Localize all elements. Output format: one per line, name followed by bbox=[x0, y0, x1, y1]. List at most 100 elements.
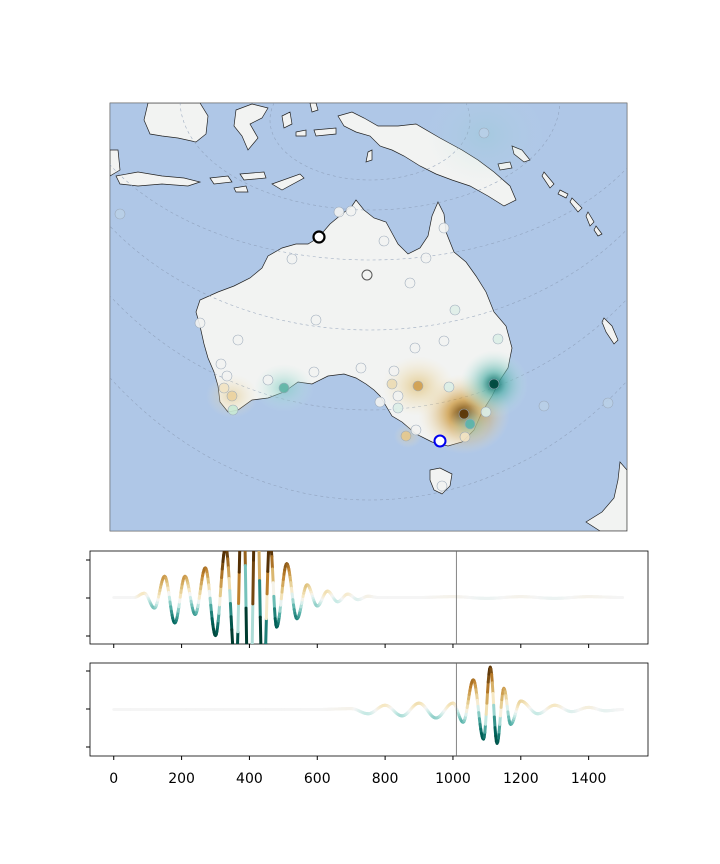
station-marker-18[interactable] bbox=[355, 362, 367, 374]
station-marker-7[interactable] bbox=[404, 277, 416, 289]
trace-segment bbox=[270, 538, 271, 540]
x-tick-labels: 0 200 400 600 800 1000 1200 1400 bbox=[109, 771, 606, 787]
trace-segment bbox=[243, 564, 248, 610]
lower-y-ticks bbox=[86, 670, 90, 748]
receiver-station-marker[interactable] bbox=[433, 434, 447, 448]
station-marker-14[interactable] bbox=[215, 358, 227, 370]
trace-segment bbox=[237, 551, 242, 574]
trace-segment bbox=[251, 558, 255, 606]
stations bbox=[114, 127, 614, 492]
trace-segment bbox=[270, 540, 271, 546]
trace-segment bbox=[222, 551, 226, 553]
station-marker-15[interactable] bbox=[221, 370, 233, 382]
station-marker-16[interactable] bbox=[262, 374, 274, 386]
station-marker-outlined[interactable] bbox=[361, 269, 373, 281]
land-sulawesi bbox=[233, 103, 269, 151]
trace-segment bbox=[491, 692, 496, 707]
land-northwest-corner bbox=[309, 103, 319, 113]
trace-segment bbox=[218, 585, 223, 598]
upper-trace-line bbox=[112, 538, 625, 662]
station-marker-27[interactable] bbox=[392, 390, 404, 402]
station-marker-40[interactable] bbox=[478, 127, 490, 139]
station-marker-6[interactable] bbox=[420, 252, 432, 264]
upper-y-ticks bbox=[86, 559, 90, 637]
trace-segment bbox=[270, 567, 275, 585]
trace-segment bbox=[226, 547, 227, 548]
land-new-zealand bbox=[585, 461, 627, 531]
station-marker-3[interactable] bbox=[378, 235, 390, 247]
lower-trace-line bbox=[112, 665, 625, 745]
trace-segment bbox=[264, 617, 268, 644]
station-marker-31[interactable] bbox=[480, 406, 492, 418]
station-marker-30[interactable] bbox=[458, 408, 470, 420]
station-marker-11[interactable] bbox=[438, 335, 450, 347]
trace-segment bbox=[492, 703, 496, 719]
station-marker-38[interactable] bbox=[194, 317, 206, 329]
station-marker-1[interactable] bbox=[333, 206, 345, 218]
trace-segment bbox=[233, 653, 234, 662]
land-java bbox=[115, 171, 202, 187]
station-marker-2[interactable] bbox=[345, 205, 357, 217]
station-marker-4[interactable] bbox=[438, 222, 450, 234]
trace-segment bbox=[490, 681, 495, 696]
trace-segment bbox=[257, 551, 262, 583]
station-marker-23[interactable] bbox=[278, 382, 290, 394]
trace-segment bbox=[244, 606, 249, 644]
trace-segment bbox=[484, 712, 488, 726]
station-marker-37[interactable] bbox=[436, 480, 448, 492]
station-marker-22[interactable] bbox=[443, 381, 455, 393]
trace-segment bbox=[251, 551, 256, 562]
x-tick-label: 1000 bbox=[435, 771, 471, 787]
trace-segment bbox=[236, 630, 240, 644]
station-marker-20[interactable] bbox=[386, 378, 398, 390]
station-marker-5[interactable] bbox=[286, 253, 298, 265]
station-marker-39[interactable] bbox=[114, 208, 126, 220]
station-marker-34[interactable] bbox=[400, 430, 412, 442]
station-marker-32[interactable] bbox=[464, 418, 476, 430]
trace-segment bbox=[270, 555, 274, 571]
land-new-caledonia bbox=[601, 317, 619, 345]
station-marker-42[interactable] bbox=[602, 397, 614, 409]
trace-segment bbox=[250, 602, 255, 644]
trace-segment bbox=[230, 640, 235, 644]
station-marker-29[interactable] bbox=[374, 396, 386, 408]
station-marker-9[interactable] bbox=[310, 314, 322, 326]
station-marker-12[interactable] bbox=[409, 342, 421, 354]
station-marker-19[interactable] bbox=[388, 365, 400, 377]
trace-segment bbox=[243, 551, 247, 568]
station-marker-36[interactable] bbox=[227, 404, 239, 416]
station-marker-8[interactable] bbox=[449, 304, 461, 316]
station-marker-33[interactable] bbox=[410, 424, 422, 436]
trace-segment bbox=[266, 551, 271, 556]
land-maluku bbox=[281, 111, 373, 163]
station-marker-41[interactable] bbox=[538, 400, 550, 412]
station-marker-35[interactable] bbox=[459, 431, 471, 443]
station-marker-17[interactable] bbox=[308, 366, 320, 378]
station-marker-24[interactable] bbox=[488, 378, 500, 390]
source-station-marker[interactable] bbox=[312, 230, 326, 244]
station-marker-28[interactable] bbox=[392, 402, 404, 414]
trace-segment bbox=[230, 628, 234, 644]
station-marker-13[interactable] bbox=[232, 334, 244, 346]
lower-x-ticks bbox=[113, 756, 590, 760]
trace-segment bbox=[258, 615, 263, 644]
trace-segment bbox=[485, 690, 490, 705]
land-lesser-sunda bbox=[209, 171, 305, 193]
station-marker-21[interactable] bbox=[412, 380, 424, 392]
x-tick-label: 0 bbox=[109, 771, 118, 787]
x-tick-label: 600 bbox=[304, 771, 331, 787]
land-sumatra bbox=[110, 149, 121, 177]
trace-segment bbox=[229, 615, 234, 632]
trace-segment bbox=[269, 551, 274, 559]
trace-segment bbox=[492, 715, 497, 730]
trace-segment bbox=[486, 680, 490, 694]
trace-segment bbox=[272, 594, 277, 611]
x-tick-label: 200 bbox=[168, 771, 195, 787]
trace-segment bbox=[266, 552, 270, 573]
x-tick-label: 1200 bbox=[503, 771, 539, 787]
station-marker-10[interactable] bbox=[492, 333, 504, 345]
station-marker-25[interactable] bbox=[226, 390, 238, 402]
x-tick-label: 1400 bbox=[571, 771, 607, 787]
station-marker-26[interactable] bbox=[218, 382, 230, 394]
